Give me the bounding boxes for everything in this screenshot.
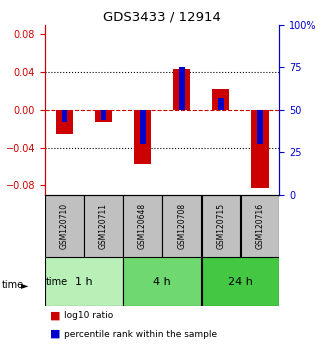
Bar [202, 195, 240, 257]
Text: 4 h: 4 h [153, 276, 171, 286]
Bar [45, 257, 123, 306]
Text: ■: ■ [50, 310, 60, 320]
Bar [212, 89, 230, 110]
Bar [218, 98, 224, 110]
Bar [202, 257, 279, 306]
Bar [162, 195, 201, 257]
Bar [257, 110, 263, 144]
Text: GSM120715: GSM120715 [216, 203, 225, 249]
Bar [140, 110, 145, 144]
Text: percentile rank within the sample: percentile rank within the sample [64, 330, 217, 338]
Bar [100, 110, 107, 120]
Title: GDS3433 / 12914: GDS3433 / 12914 [103, 11, 221, 24]
Text: ■: ■ [50, 329, 60, 339]
Bar [84, 195, 123, 257]
Text: 1 h: 1 h [75, 276, 93, 286]
Bar [134, 110, 152, 164]
Bar [124, 257, 201, 306]
Bar [173, 69, 190, 110]
Text: time: time [2, 280, 24, 290]
Text: 24 h: 24 h [228, 276, 253, 286]
Bar [62, 110, 67, 122]
Bar [179, 67, 185, 110]
Text: GSM120716: GSM120716 [255, 203, 264, 249]
Text: GSM120708: GSM120708 [177, 203, 186, 249]
Bar [124, 195, 162, 257]
Bar [251, 110, 269, 188]
Text: GSM120648: GSM120648 [138, 203, 147, 249]
Text: time: time [45, 276, 67, 286]
Text: ►: ► [21, 280, 28, 290]
Bar [56, 110, 73, 135]
Bar [45, 195, 83, 257]
Text: log10 ratio: log10 ratio [64, 311, 113, 320]
Text: GSM120710: GSM120710 [60, 203, 69, 249]
Bar [95, 110, 112, 122]
Text: GSM120711: GSM120711 [99, 203, 108, 249]
Bar [241, 195, 279, 257]
